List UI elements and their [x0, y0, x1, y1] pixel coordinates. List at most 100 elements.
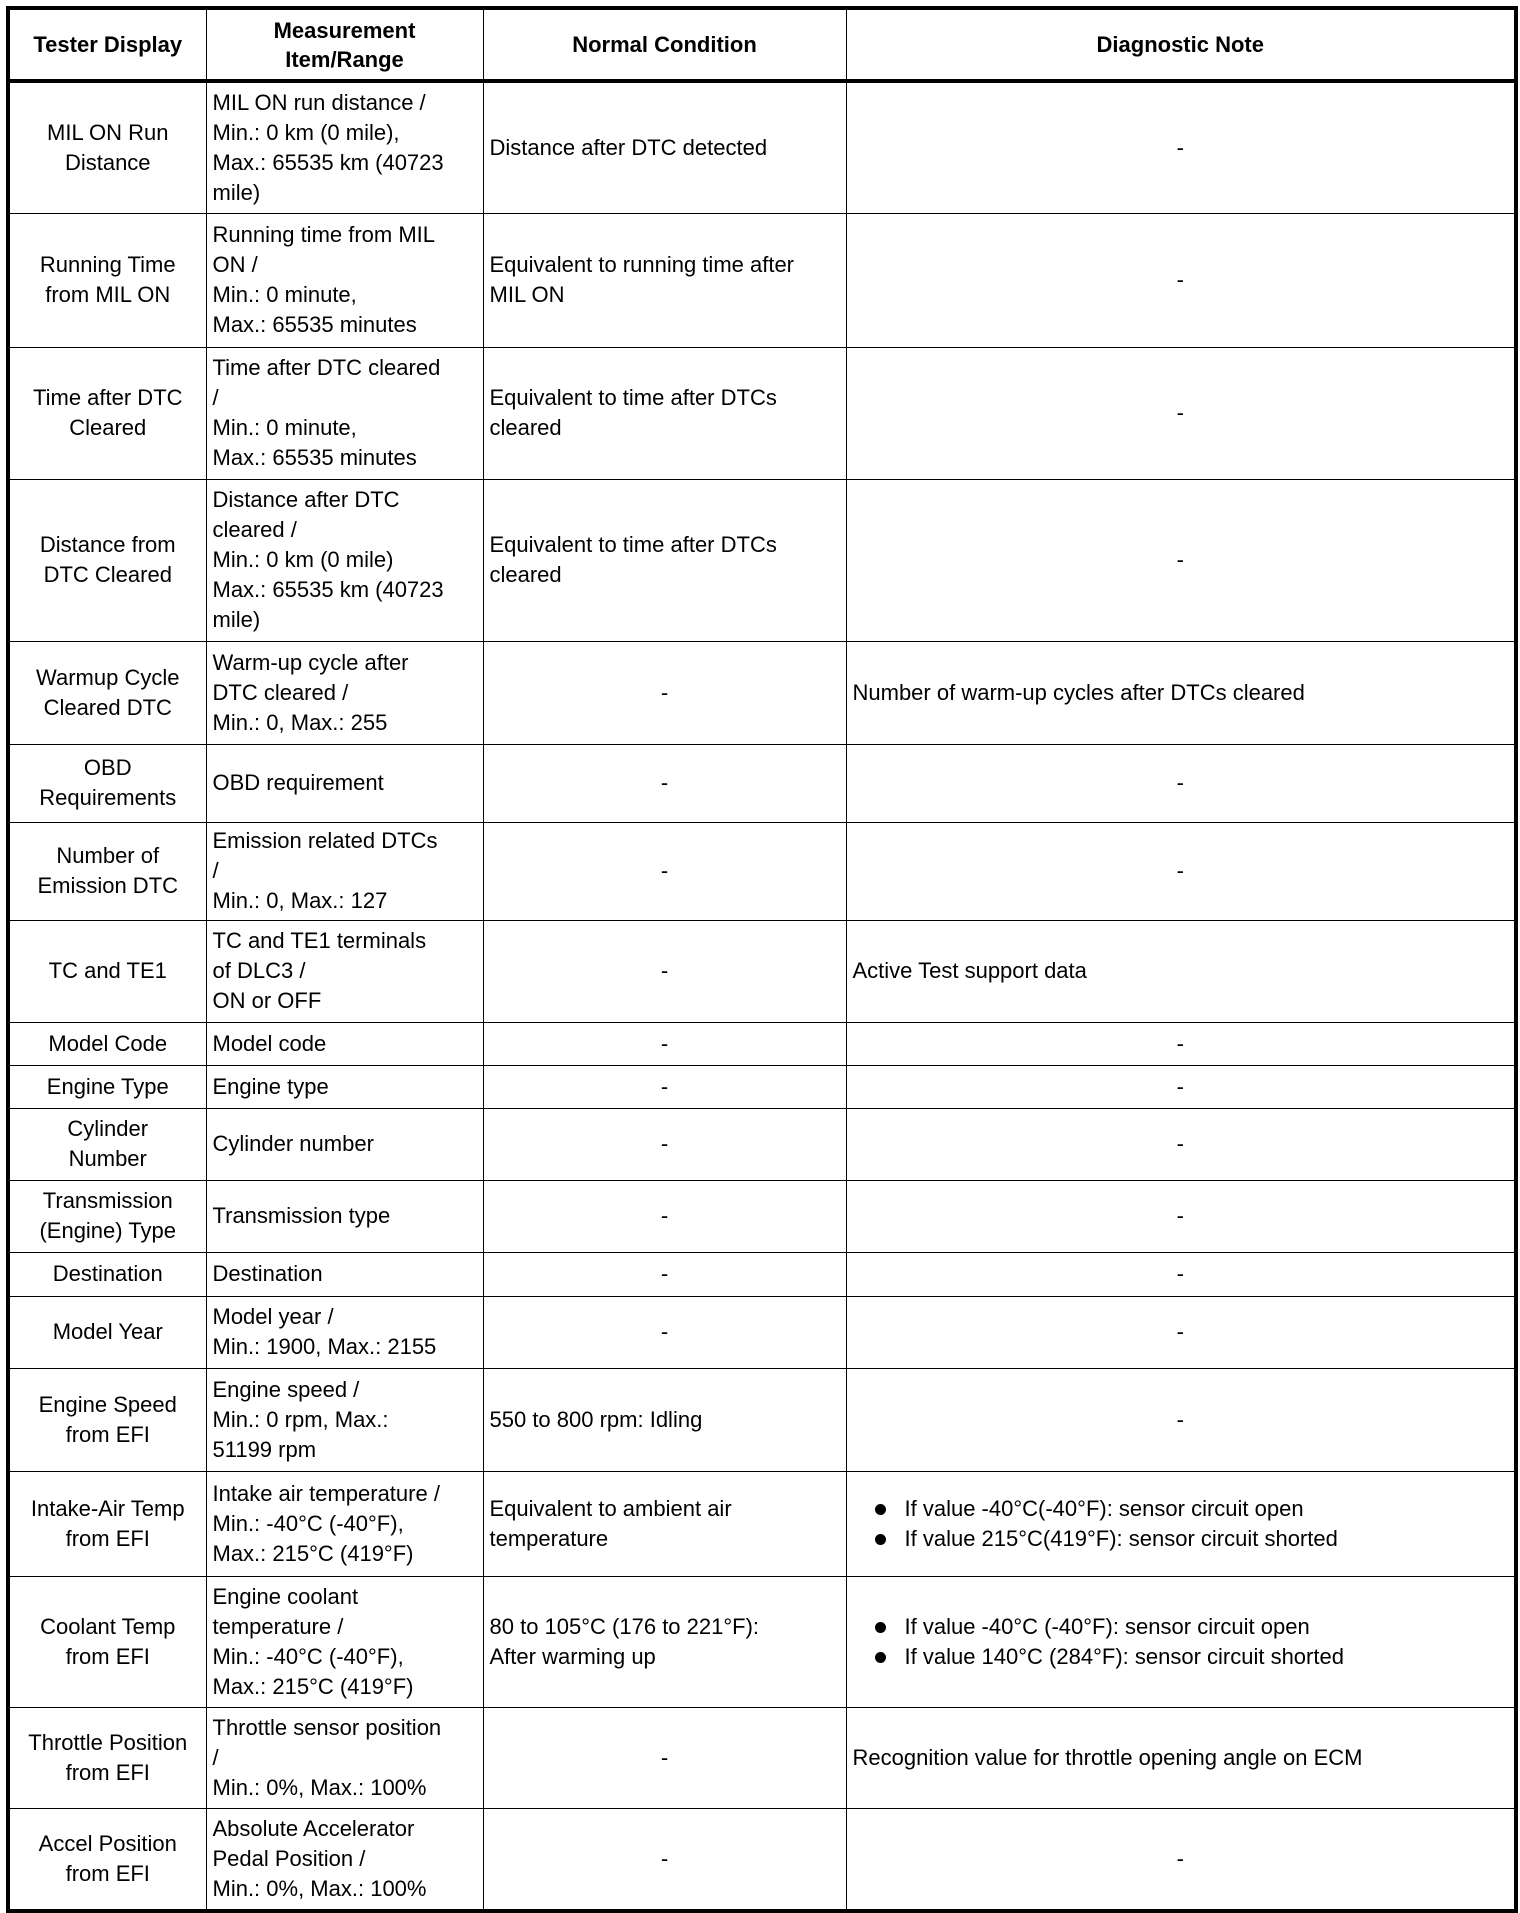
cell-line: Measurement: [273, 17, 416, 43]
normal-condition-cell: 80 to 105°C (176 to 221°F): After warming…: [482, 1575, 847, 1708]
cell-line: -: [660, 1073, 669, 1099]
cell-line: from EFI: [65, 1421, 150, 1447]
cell-line: 51199 rpm: [212, 1436, 317, 1462]
cell-line: -: [1176, 858, 1184, 883]
table-row: Warmup Cycle Cleared DTC Warm-up cycle aft…: [7, 640, 1517, 745]
cell-line: Model Year: [52, 1319, 163, 1344]
table-row: MIL ON Run Distance MIL ON run distance / M…: [7, 80, 1517, 214]
cell-line: from EFI: [65, 1759, 150, 1785]
diagnostic-note-cell: If value -40°C (-40°F): sensor circuit o…: [845, 1575, 1517, 1708]
cell-line: Active Test support data: [852, 958, 1087, 983]
cell-line: ON or OFF: [212, 988, 322, 1013]
table-row: Transmission (Engine) Type Transmission ty…: [7, 1179, 1517, 1253]
cell-line: Cleared: [69, 415, 147, 440]
header-normal-condition: Normal Condition: [482, 7, 847, 83]
measurement-range-cell: MIL ON run distance / Min.: 0 km (0 mile)…: [205, 80, 484, 214]
cell-line: 550 to 800 rpm: Idling: [489, 1406, 703, 1432]
cell-line: Destination: [52, 1261, 163, 1286]
tester-display-cell: Engine Speed from EFI: [7, 1367, 207, 1472]
cell-line: Equivalent to time after DTCs: [489, 532, 777, 557]
measurement-range-cell: Time after DTC cleared / Min.: 0 minute, Ma…: [205, 346, 484, 480]
tester-display-cell: Number of Emission DTC: [7, 821, 207, 921]
table-row: Cylinder Number Cylinder number - -: [7, 1107, 1517, 1181]
normal-condition-cell: -: [482, 1807, 847, 1912]
cell-line: -: [660, 770, 669, 795]
cell-line: -: [1176, 1131, 1184, 1156]
cell-line: Min.: 0, Max.: 127: [212, 888, 388, 913]
measurement-range-cell: Engine speed / Min.: 0 rpm, Max.: 51199 rp…: [205, 1367, 484, 1472]
cell-line: Running Time: [39, 252, 176, 277]
tester-display-cell: Time after DTC Cleared: [7, 346, 207, 480]
normal-condition-cell: -: [482, 1021, 847, 1066]
cell-line: mile): [212, 179, 261, 205]
cell-line: (Engine) Type: [39, 1218, 177, 1243]
normal-condition-cell: -: [482, 1251, 847, 1297]
cell-line: Max.: 215°C (419°F): [212, 1540, 414, 1566]
cell-line: Min.: 0%, Max.: 100%: [212, 1774, 427, 1800]
diagnostic-note-cell: -: [845, 1064, 1517, 1109]
cell-line: ON /: [212, 252, 258, 277]
cell-line: Intake air temperature /: [212, 1480, 440, 1506]
cell-line: Engine Speed: [38, 1391, 177, 1417]
table-row: TC and TE1 TC and TE1 terminals of DLC3 / O…: [7, 919, 1517, 1023]
cell-line: -: [1176, 1319, 1184, 1344]
cell-line: Tester Display: [33, 32, 183, 57]
cell-line: -: [660, 1131, 669, 1156]
cell-line: -: [1176, 547, 1184, 572]
normal-condition-cell: -: [482, 919, 847, 1023]
measurement-range-cell: OBD requirement: [205, 743, 484, 823]
cell-line: Cylinder number: [212, 1131, 374, 1156]
cell-line: -: [660, 1030, 669, 1056]
cell-line: TC and TE1 terminals: [212, 928, 427, 953]
cell-line: Equivalent to time after DTCs: [489, 385, 777, 410]
measurement-range-cell: Transmission type: [205, 1179, 484, 1253]
cell-line: Number of warm-up cycles after DTCs clea…: [852, 679, 1305, 705]
normal-condition-cell: -: [482, 640, 847, 745]
table-row: Destination Destination - -: [7, 1251, 1517, 1297]
normal-condition-cell: Equivalent to time after DTCs cleared: [482, 478, 847, 642]
tester-display-cell: Destination: [7, 1251, 207, 1297]
cell-line: Pedal Position /: [212, 1845, 366, 1871]
table-row: Intake-Air Temp from EFI Intake air temper…: [7, 1470, 1517, 1577]
measurement-range-cell: Destination: [205, 1251, 484, 1297]
cell-line: Coolant Temp: [40, 1613, 176, 1639]
table-header-row: Tester Display Measurement Item/Range Norma…: [7, 7, 1517, 83]
cell-line: Emission DTC: [37, 873, 179, 898]
bullet-item: If value -40°C (-40°F): sensor circuit o…: [871, 1612, 1509, 1642]
cell-line: MIL ON run distance /: [212, 89, 426, 115]
cell-line: Max.: 65535 km (40723: [212, 149, 444, 175]
measurement-range-cell: Engine coolant temperature / Min.: -40°C (…: [205, 1575, 484, 1708]
cell-line: Distance: [64, 149, 151, 175]
cell-line: DTC cleared /: [212, 679, 349, 705]
table-row: Throttle Position from EFI Throttle sensor…: [7, 1706, 1517, 1809]
header-diagnostic-note: Diagnostic Note: [845, 7, 1517, 83]
table-row: Model Year Model year / Min.: 1900, Max.: …: [7, 1295, 1517, 1369]
cell-line: Min.: 1900, Max.: 2155: [212, 1334, 437, 1359]
cell-line: -: [660, 1261, 669, 1286]
cell-line: -: [660, 1319, 669, 1344]
cell-line: -: [660, 1203, 669, 1228]
cell-line: Warmup Cycle: [36, 664, 180, 690]
normal-condition-cell: 550 to 800 rpm: Idling: [482, 1367, 847, 1472]
measurement-range-cell: Intake air temperature / Min.: -40°C (-40…: [205, 1470, 484, 1577]
cell-line: MIL ON Run: [47, 119, 169, 145]
cell-line: -: [1176, 1203, 1184, 1228]
cell-line: -: [1176, 134, 1184, 160]
cell-line: -: [660, 858, 669, 883]
cell-line: Distance from: [39, 532, 176, 557]
cell-line: -: [1176, 1261, 1184, 1286]
data-list-table: Tester Display Measurement Item/Range Norma…: [6, 6, 1518, 1913]
tester-display-cell: Engine Type: [7, 1064, 207, 1109]
tester-display-cell: Cylinder Number: [7, 1107, 207, 1181]
tester-display-cell: Intake-Air Temp from EFI: [7, 1470, 207, 1577]
cell-line: Accel Position: [38, 1830, 177, 1856]
cell-line: Number: [68, 1146, 147, 1171]
cell-line: Intake-Air Temp: [30, 1495, 185, 1521]
bullet-item: If value -40°C(-40°F): sensor circuit op…: [871, 1494, 1509, 1524]
normal-condition-cell: -: [482, 1107, 847, 1181]
normal-condition-cell: Equivalent to running time after MIL ON: [482, 212, 847, 348]
cell-line: Max.: 215°C (419°F): [212, 1673, 414, 1699]
table-row: Distance from DTC Cleared Distance after D…: [7, 478, 1517, 642]
tester-display-cell: Distance from DTC Cleared: [7, 478, 207, 642]
cell-line: -: [1176, 1030, 1184, 1056]
